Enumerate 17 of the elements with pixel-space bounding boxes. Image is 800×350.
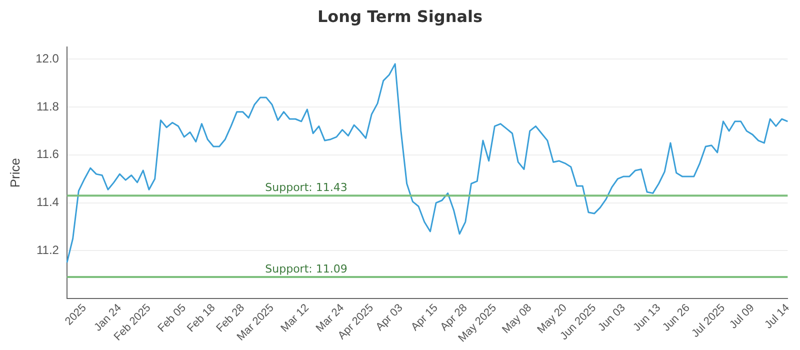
chart-title: Long Term Signals: [316, 6, 484, 28]
x-tick-label: May 08: [500, 302, 534, 336]
x-tick-label: Jul 14: [762, 302, 792, 332]
x-tick-label: Feb 05: [156, 302, 188, 335]
y-tick-label: 11.2: [36, 242, 60, 257]
x-tick-label: Jul 09: [728, 302, 757, 332]
y-tick-label: 12.0: [36, 51, 60, 66]
y-axis-title: Price: [7, 158, 22, 188]
x-tick-label: Jun 03: [596, 302, 628, 334]
x-tick-label: Apr 15: [408, 302, 440, 334]
x-tick-label: Apr 03: [374, 302, 406, 334]
y-tick-label: 11.6: [36, 147, 60, 162]
y-tick-label: 11.8: [36, 99, 60, 114]
y-tick-label: 11.4: [36, 195, 60, 210]
ref-line-label: Support: 11.09: [265, 262, 348, 276]
ref-line-label: Support: 11.43: [265, 180, 348, 194]
x-tick-label: Mar 12: [278, 302, 312, 335]
